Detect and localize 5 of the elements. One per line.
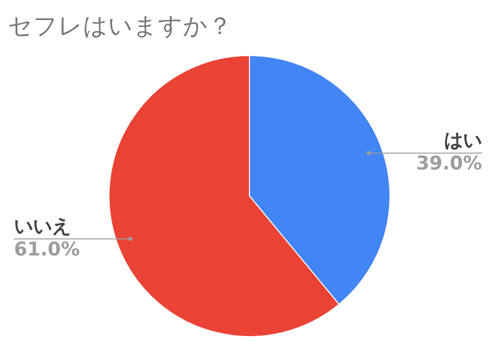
chart-title: セフレはいますか？: [8, 11, 232, 42]
data-label: 61.0%: [14, 238, 80, 260]
data-label: 39.0%: [416, 152, 482, 175]
slice-label: いいえ: [14, 215, 71, 238]
slice-label: はい: [444, 130, 482, 152]
